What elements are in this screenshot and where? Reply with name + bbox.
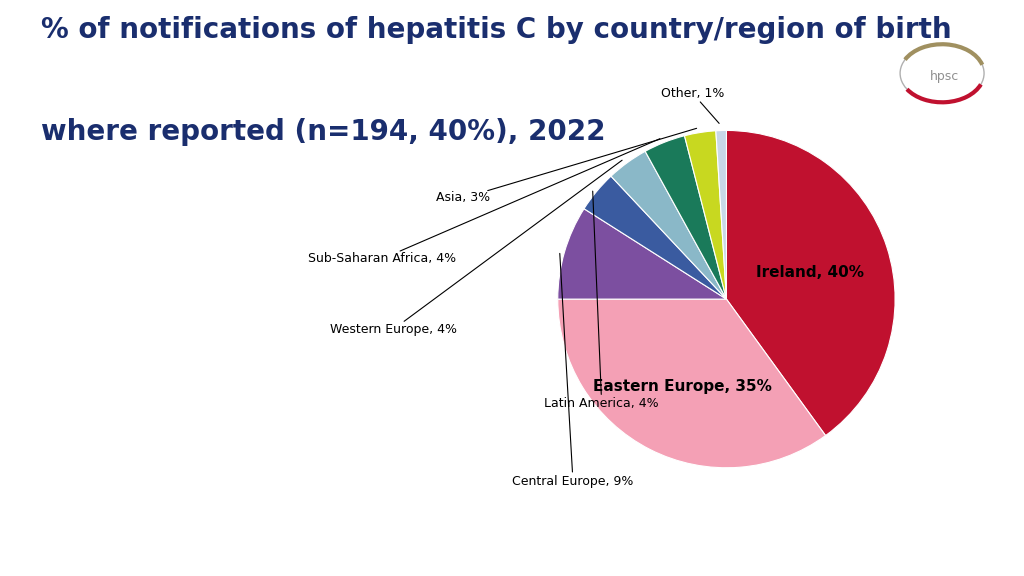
Text: Asia, 3%: Asia, 3% [436,128,696,204]
Text: hpsc: hpsc [930,70,958,83]
Wedge shape [558,209,726,299]
Text: Latin America, 4%: Latin America, 4% [545,191,659,410]
Text: % of notifications of hepatitis C by country/region of birth: % of notifications of hepatitis C by cou… [41,16,951,44]
Wedge shape [726,130,895,435]
Wedge shape [684,131,726,299]
Wedge shape [716,130,726,299]
Wedge shape [645,136,726,299]
Wedge shape [611,151,726,299]
Text: where reported (n=194, 40%), 2022: where reported (n=194, 40%), 2022 [41,118,605,146]
Text: Sub-Saharan Africa, 4%: Sub-Saharan Africa, 4% [308,139,659,265]
Wedge shape [584,176,726,299]
Text: Central Europe, 9%: Central Europe, 9% [512,253,634,488]
Text: Ireland, 40%: Ireland, 40% [756,264,864,279]
Wedge shape [558,299,825,468]
Text: Other, 1%: Other, 1% [662,87,724,123]
Text: Eastern Europe, 35%: Eastern Europe, 35% [593,379,771,394]
Text: Western Europe, 4%: Western Europe, 4% [330,160,623,336]
